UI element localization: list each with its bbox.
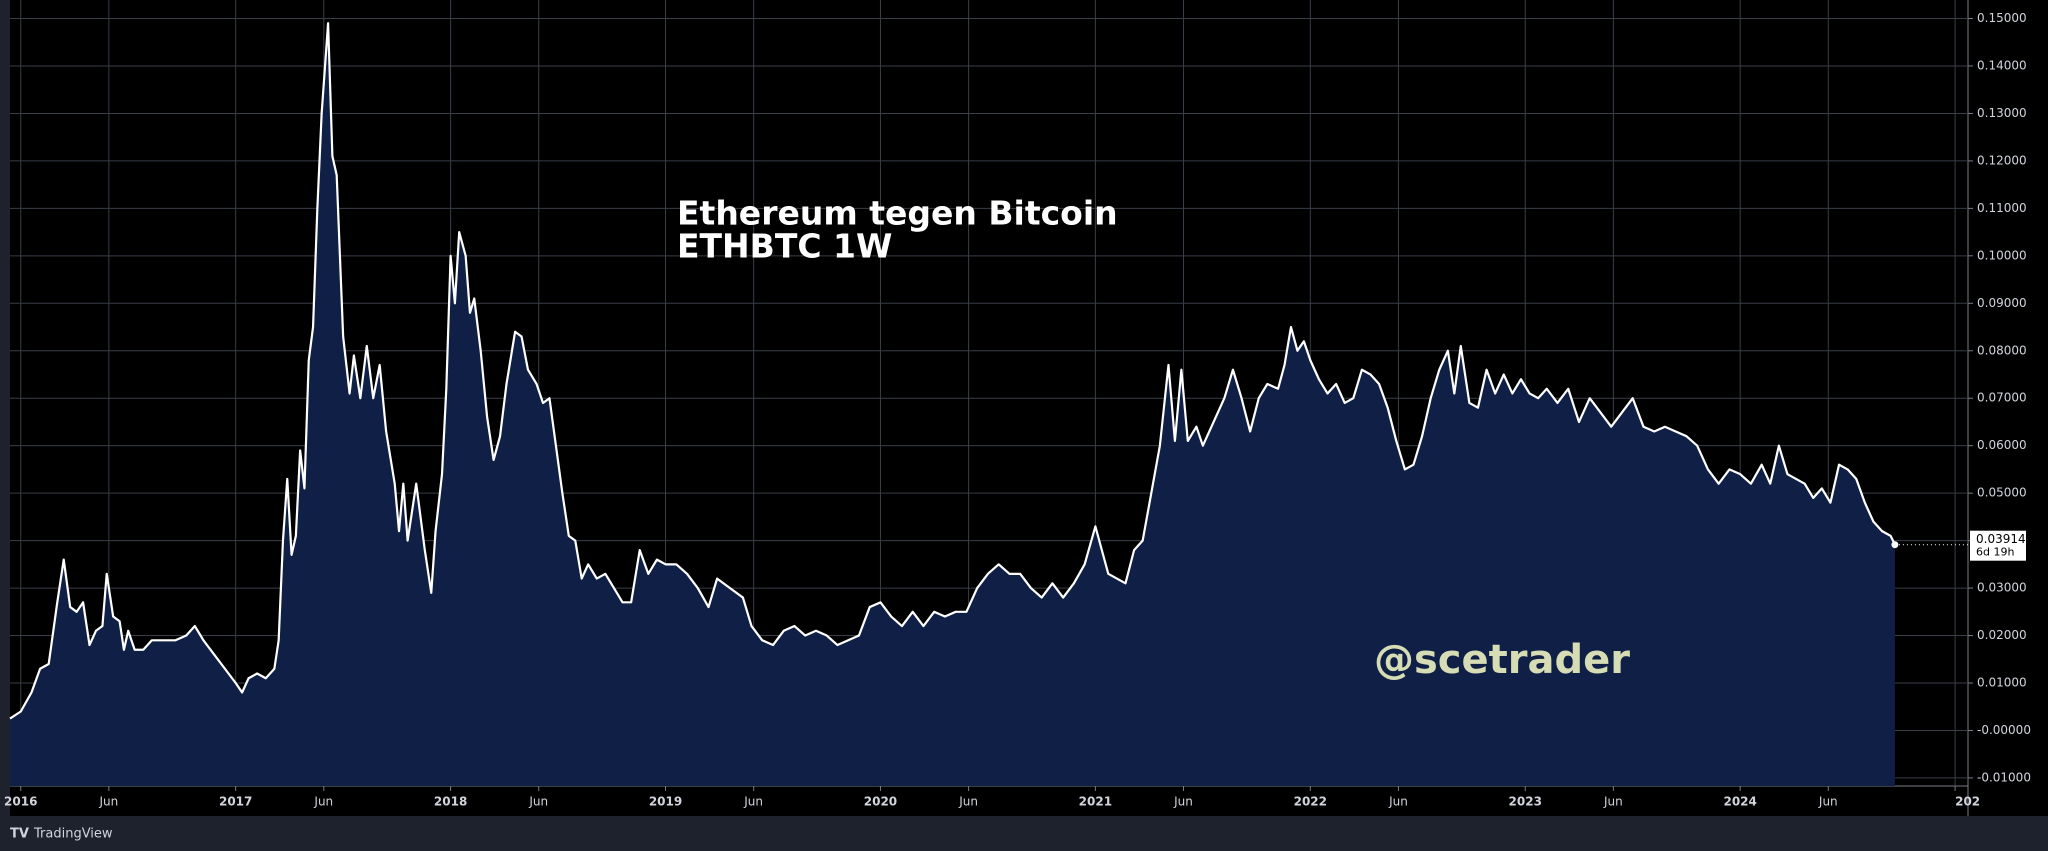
y-tick-label: 0.10000 (1977, 248, 2027, 262)
y-tick-label: 0.12000 (1977, 153, 2027, 167)
line (9, 22, 1896, 720)
chart-title: Ethereum tegen Bitcoin (677, 194, 1118, 233)
area-fill (10, 23, 1895, 786)
axes: 0.15000 0.14000 0.13000 0.12000 0.11000 0.100… (4, 11, 2031, 808)
y-tick-label: -0.01000 (1977, 770, 2031, 784)
marks (9, 22, 1968, 786)
x-tick-label: Jun (313, 795, 333, 809)
y-tick-label: 0.08000 (1977, 343, 2027, 357)
x-tick-label: 2022 (1294, 795, 1327, 809)
y-tick-label: 0.06000 (1977, 438, 2027, 452)
x-tick-label: Jun (1173, 795, 1193, 809)
chart-subtitle: ETHBTC 1W (677, 227, 892, 266)
x-tick-label: Jun (1603, 795, 1623, 809)
brand-logo: TV (10, 827, 29, 842)
y-tick-label: 0.05000 (1977, 486, 2027, 500)
price-axis (1968, 0, 2048, 816)
y-tick-label: 0.01000 (1977, 676, 2027, 690)
y-tick-label: -0.00000 (1977, 723, 2031, 737)
last-price-label: 0.03914 (1976, 532, 2026, 546)
countdown-label: 6d 19h (1976, 546, 2014, 559)
x-tick-label: 2016 (4, 795, 37, 809)
y-tick-label: 0.03000 (1977, 581, 2027, 595)
x-tick-label: Jun (98, 795, 118, 809)
x-tick-label: Jun (1818, 795, 1838, 809)
x-tick-label: 2021 (1079, 795, 1112, 809)
time-axis (10, 786, 1968, 816)
x-tick-label: 2018 (434, 795, 467, 809)
y-tick-label: 0.02000 (1977, 628, 2027, 642)
x-tick-label: 2017 (219, 795, 252, 809)
x-tick-label: Jun (743, 795, 763, 809)
y-tick-label: 0.13000 (1977, 106, 2027, 120)
x-tick-label: 202 (1955, 795, 1980, 809)
y-tick-label: 0.07000 (1977, 391, 2027, 405)
y-tick-label: 0.15000 (1977, 11, 2027, 25)
brand-name: TradingView (33, 827, 113, 842)
x-tick-label: 2019 (649, 795, 682, 809)
y-tick-label: 0.11000 (1977, 201, 2027, 215)
x-tick-label: 2023 (1509, 795, 1542, 809)
x-tick-label: 2024 (1723, 795, 1756, 809)
x-tick-label: Jun (528, 795, 548, 809)
x-tick-label: Jun (1388, 795, 1408, 809)
last-price-box (1970, 530, 2026, 561)
x-tick-label: Jun (958, 795, 978, 809)
y-tick-label: 0.14000 (1977, 58, 2027, 72)
watermark: @scetrader (1374, 637, 1630, 683)
x-tick-label: 2020 (864, 795, 897, 809)
y-tick-label: 0.09000 (1977, 296, 2027, 310)
brand: TV TradingView (10, 827, 113, 842)
